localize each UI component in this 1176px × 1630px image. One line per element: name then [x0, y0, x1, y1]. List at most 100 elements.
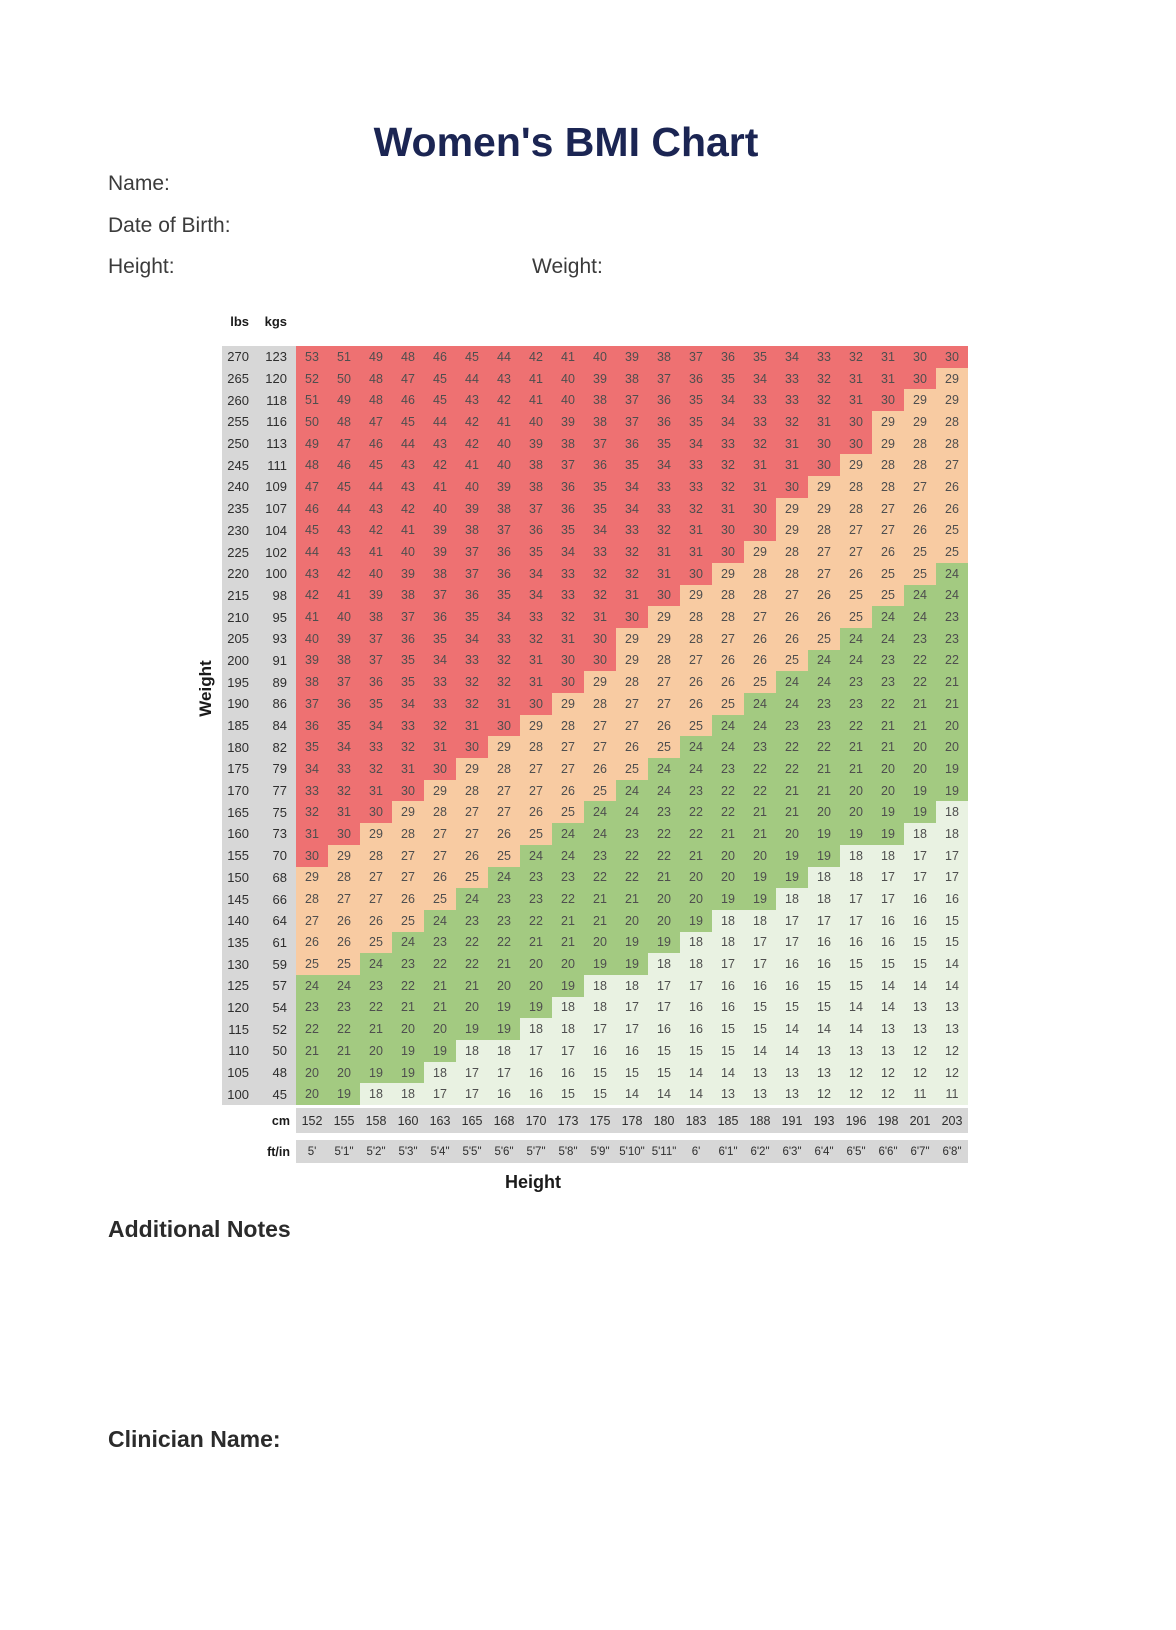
bmi-cell: 23 [552, 866, 584, 889]
bmi-cell: 30 [648, 584, 680, 607]
bmi-cell: 37 [520, 497, 552, 520]
bmi-cell: 39 [520, 432, 552, 455]
bmi-cell: 34 [328, 736, 360, 759]
weight-lbs-value: 150 [222, 866, 258, 889]
bmi-cell: 39 [424, 541, 456, 563]
weight-lbs-value: 245 [222, 454, 258, 477]
bmi-cell: 26 [424, 866, 456, 889]
bmi-cell: 14 [648, 1083, 680, 1106]
bmi-cell: 26 [872, 541, 904, 563]
height-ftin-value: 5'7" [520, 1140, 552, 1163]
bmi-cell: 35 [584, 497, 616, 520]
bmi-cell: 18 [744, 909, 776, 932]
bmi-cell: 51 [296, 389, 328, 412]
bmi-cell: 30 [456, 736, 488, 759]
bmi-cell: 27 [872, 519, 904, 542]
bmi-cell: 20 [936, 736, 968, 759]
weight-kgs-value: 116 [258, 411, 296, 433]
bmi-cell: 39 [584, 367, 616, 390]
bmi-cell: 15 [936, 909, 968, 932]
bmi-cell: 22 [616, 866, 648, 889]
bmi-cell: 27 [456, 823, 488, 845]
weight-kgs-value: 113 [258, 432, 296, 455]
height-ftin-row: ft/in 5' 5'1" 5'2" 5'3" 5'4" 5'5" 5'6" 5'7" 5'8"… [222, 1140, 968, 1163]
bmi-cell: 21 [936, 693, 968, 715]
bmi-cell: 15 [808, 974, 840, 997]
bmi-cell: 28 [712, 606, 744, 628]
bmi-cell: 16 [648, 1018, 680, 1040]
bmi-cell: 15 [840, 953, 872, 975]
bmi-cell: 27 [616, 714, 648, 737]
bmi-cell: 29 [328, 844, 360, 867]
bmi-cell: 35 [456, 606, 488, 628]
bmi-cell: 22 [840, 714, 872, 737]
bmi-cell: 14 [744, 1040, 776, 1062]
bmi-cell: 30 [904, 367, 936, 390]
bmi-cell: 34 [392, 693, 424, 715]
bmi-cell: 35 [328, 714, 360, 737]
bmi-cell: 25 [360, 931, 392, 954]
bmi-cell: 25 [520, 823, 552, 845]
height-ftin-value: 6'5" [840, 1140, 872, 1163]
bmi-cell: 19 [392, 1061, 424, 1084]
bmi-cell: 30 [392, 779, 424, 802]
bmi-cell: 14 [680, 1061, 712, 1084]
bmi-cell: 13 [776, 1083, 808, 1106]
bmi-cell: 14 [712, 1061, 744, 1084]
bmi-cell: 32 [488, 649, 520, 672]
bmi-cell: 38 [648, 346, 680, 368]
bmi-cell: 16 [776, 953, 808, 975]
bmi-cell: 19 [744, 888, 776, 910]
bmi-cell: 24 [648, 758, 680, 780]
bmi-cell: 41 [392, 519, 424, 542]
bmi-cell: 16 [616, 1040, 648, 1062]
bmi-cell: 24 [552, 823, 584, 845]
bmi-cell: 33 [680, 454, 712, 477]
bmi-cell: 35 [392, 649, 424, 672]
bmi-cell: 18 [840, 866, 872, 889]
bmi-cell: 33 [552, 584, 584, 607]
bmi-cell: 43 [456, 389, 488, 412]
bmi-cell: 24 [520, 844, 552, 867]
bmi-cell: 13 [808, 1040, 840, 1062]
bmi-cell: 21 [392, 996, 424, 1019]
bmi-cell: 27 [328, 888, 360, 910]
bmi-cell: 27 [552, 736, 584, 759]
bmi-cell: 16 [712, 974, 744, 997]
bmi-cell: 28 [552, 714, 584, 737]
height-cm-value: 173 [552, 1108, 584, 1133]
bmi-cell: 19 [328, 1083, 360, 1106]
bmi-cell: 36 [488, 541, 520, 563]
weight-kgs-value: 109 [258, 476, 296, 498]
bmi-cell: 53 [296, 346, 328, 368]
weight-kgs-value: 59 [258, 953, 296, 975]
bmi-cell: 49 [328, 389, 360, 412]
bmi-cell: 16 [776, 974, 808, 997]
kgs-column-header: kgs [264, 314, 287, 329]
bmi-cell: 20 [904, 736, 936, 759]
bmi-cell: 17 [872, 866, 904, 889]
bmi-cell: 33 [776, 367, 808, 390]
bmi-cell: 46 [424, 346, 456, 368]
bmi-cell: 16 [808, 931, 840, 954]
bmi-cell: 28 [648, 649, 680, 672]
height-ftin-value: 6'6" [872, 1140, 904, 1163]
bmi-cell: 19 [936, 758, 968, 780]
bmi-cell: 30 [296, 844, 328, 867]
bmi-cell: 29 [584, 671, 616, 693]
bmi-cell: 31 [872, 346, 904, 368]
bmi-cell: 30 [744, 497, 776, 520]
bmi-cell: 32 [680, 497, 712, 520]
weight-kgs-value: 111 [258, 454, 296, 477]
bmi-cell: 32 [808, 367, 840, 390]
bmi-cell: 16 [904, 909, 936, 932]
height-cm-value: 185 [712, 1108, 744, 1133]
bmi-cell: 34 [616, 476, 648, 498]
bmi-cell: 31 [840, 367, 872, 390]
bmi-cell: 16 [904, 888, 936, 910]
bmi-cell: 31 [296, 823, 328, 845]
bmi-cell: 28 [744, 584, 776, 607]
bmi-cell: 19 [424, 1040, 456, 1062]
bmi-cell: 38 [424, 562, 456, 585]
height-ftin-value: 5'9" [584, 1140, 616, 1163]
